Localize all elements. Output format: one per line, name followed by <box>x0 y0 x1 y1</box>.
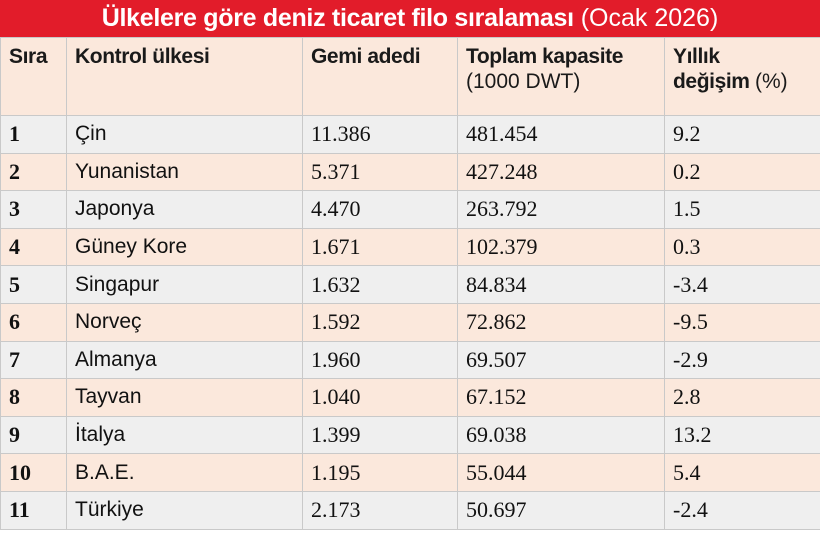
table-row: 10 B.A.E. 1.195 55.044 5.4 <box>0 453 820 492</box>
header-capacity: Toplam kapasite (1000 DWT) <box>457 37 665 116</box>
table-row: 6 Norveç 1.592 72.862 -9.5 <box>0 302 820 342</box>
rank-cell: 2 <box>0 152 67 192</box>
capacity-cell: 69.507 <box>457 340 665 380</box>
rank-cell: 5 <box>0 265 67 304</box>
fleet-ranking-table: Sıra Kontrol ülkesi Gemi adedi Toplam ka… <box>0 37 820 530</box>
ships-cell: 5.371 <box>302 152 458 192</box>
rank-cell: 8 <box>0 378 67 417</box>
rank-cell: 10 <box>0 453 67 492</box>
ships-cell: 4.470 <box>302 190 458 229</box>
change-cell: 0.3 <box>664 227 820 267</box>
capacity-cell: 263.792 <box>457 190 665 229</box>
table-row: 2 Yunanistan 5.371 427.248 0.2 <box>0 152 820 192</box>
rank-cell: 3 <box>0 190 67 229</box>
ships-cell: 1.040 <box>302 378 458 417</box>
change-cell: -9.5 <box>664 302 820 342</box>
country-cell: İtalya <box>66 415 303 455</box>
country-cell: Singapur <box>66 265 303 304</box>
change-cell: -3.4 <box>664 265 820 304</box>
country-cell: Yunanistan <box>66 152 303 192</box>
header-change: Yıllık değişim (%) <box>664 37 820 116</box>
capacity-cell: 55.044 <box>457 453 665 492</box>
change-cell: 2.8 <box>664 378 820 417</box>
change-cell: 13.2 <box>664 415 820 455</box>
table-row: 8 Tayvan 1.040 67.152 2.8 <box>0 378 820 417</box>
rank-cell: 11 <box>0 490 67 530</box>
table-row: 9 İtalya 1.399 69.038 13.2 <box>0 415 820 455</box>
country-cell: Güney Kore <box>66 227 303 267</box>
ships-cell: 2.173 <box>302 490 458 530</box>
header-change-line2: değişim <box>673 70 750 93</box>
country-cell: Almanya <box>66 340 303 380</box>
title-bar: Ülkelere göre deniz ticaret filo sıralam… <box>0 0 820 37</box>
header-change-line1: Yıllık <box>673 45 720 68</box>
table-row: 1 Çin 11.386 481.454 9.2 <box>0 115 820 154</box>
ships-cell: 1.399 <box>302 415 458 455</box>
country-cell: Norveç <box>66 302 303 342</box>
capacity-cell: 102.379 <box>457 227 665 267</box>
capacity-cell: 427.248 <box>457 152 665 192</box>
change-cell: 0.2 <box>664 152 820 192</box>
header-change-unit: (%) <box>755 70 788 93</box>
change-cell: 9.2 <box>664 115 820 154</box>
capacity-cell: 67.152 <box>457 378 665 417</box>
rank-cell: 7 <box>0 340 67 380</box>
table-period: (Ocak 2026) <box>580 4 719 32</box>
capacity-cell: 69.038 <box>457 415 665 455</box>
rank-cell: 6 <box>0 302 67 342</box>
ships-cell: 1.195 <box>302 453 458 492</box>
rank-cell: 1 <box>0 115 67 154</box>
ships-cell: 11.386 <box>302 115 458 154</box>
country-cell: Türkiye <box>66 490 303 530</box>
country-cell: Çin <box>66 115 303 154</box>
change-cell: -2.9 <box>664 340 820 380</box>
capacity-cell: 50.697 <box>457 490 665 530</box>
ships-cell: 1.632 <box>302 265 458 304</box>
table-row: 7 Almanya 1.960 69.507 -2.9 <box>0 340 820 380</box>
change-cell: 5.4 <box>664 453 820 492</box>
ships-cell: 1.960 <box>302 340 458 380</box>
header-country-label: Kontrol ülkesi <box>75 45 210 68</box>
header-rank: Sıra <box>0 37 67 116</box>
change-cell: -2.4 <box>664 490 820 530</box>
capacity-cell: 72.862 <box>457 302 665 342</box>
header-country: Kontrol ülkesi <box>66 37 303 116</box>
table-row: 4 Güney Kore 1.671 102.379 0.3 <box>0 227 820 267</box>
change-cell: 1.5 <box>664 190 820 229</box>
country-cell: Japonya <box>66 190 303 229</box>
ships-cell: 1.671 <box>302 227 458 267</box>
header-ships: Gemi adedi <box>302 37 458 116</box>
table-title: Ülkelere göre deniz ticaret filo sıralam… <box>101 4 574 32</box>
rank-cell: 4 <box>0 227 67 267</box>
country-cell: Tayvan <box>66 378 303 417</box>
ships-cell: 1.592 <box>302 302 458 342</box>
header-capacity-unit: (1000 DWT) <box>466 70 581 93</box>
capacity-cell: 84.834 <box>457 265 665 304</box>
header-rank-label: Sıra <box>9 45 48 68</box>
table-row: 5 Singapur 1.632 84.834 -3.4 <box>0 265 820 304</box>
header-capacity-label: Toplam kapasite <box>466 45 623 68</box>
table-body: 1 Çin 11.386 481.454 9.2 2 Yunanistan 5.371 427.… <box>0 115 820 530</box>
table-row: 11 Türkiye 2.173 50.697 -2.4 <box>0 490 820 530</box>
rank-cell: 9 <box>0 415 67 455</box>
header-ships-label: Gemi adedi <box>311 45 421 68</box>
header-row: Sıra Kontrol ülkesi Gemi adedi Toplam ka… <box>0 37 820 116</box>
country-cell: B.A.E. <box>66 453 303 492</box>
table-row: 3 Japonya 4.470 263.792 1.5 <box>0 190 820 229</box>
capacity-cell: 481.454 <box>457 115 665 154</box>
